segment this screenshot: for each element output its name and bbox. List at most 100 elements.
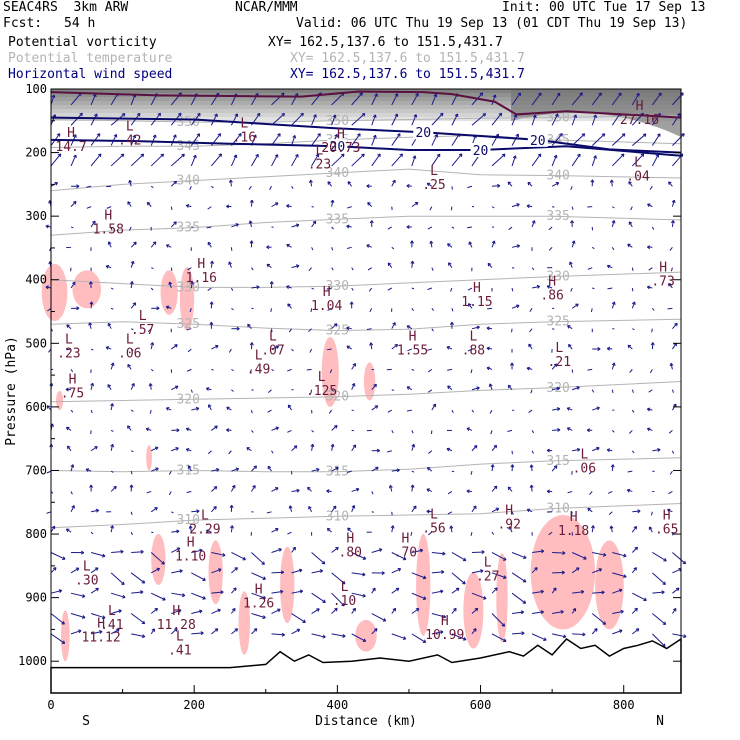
wind-vector: [150, 342, 154, 350]
wind-vector: [551, 465, 558, 472]
wind-vector-head: [466, 489, 470, 494]
wind-vector-head: [515, 133, 519, 138]
wind-vector-head: [269, 281, 274, 285]
wind-vector-head: [330, 199, 335, 204]
pv-extremum-value: 1.18: [558, 524, 589, 539]
wind-vector: [551, 182, 559, 187]
wind-vector-head: [419, 548, 424, 553]
wind-vector-head: [453, 607, 457, 612]
wind-vector-head: [394, 93, 399, 97]
wind-vector-head: [296, 488, 300, 493]
wind-vector-head: [256, 112, 261, 117]
wind-vector-head: [526, 366, 531, 371]
wind-vector: [389, 485, 393, 492]
wind-vector: [511, 552, 527, 559]
field-pv-name: Potential vorticity: [8, 35, 157, 50]
wind-vector: [528, 343, 533, 350]
wind-vector-head: [611, 220, 616, 224]
theta-isoline: [50, 318, 682, 332]
wind-vector-head: [121, 581, 125, 586]
wind-vector-head: [81, 615, 86, 619]
pv-extremum-type: L: [139, 309, 147, 324]
pv-extremum-value: .06: [118, 346, 141, 361]
wind-vector: [651, 328, 653, 333]
wind-vector-head: [342, 633, 346, 638]
wind-vector-head: [146, 201, 151, 206]
wind-vector-head: [395, 587, 400, 592]
wind-vector: [551, 587, 557, 594]
wind-vector: [151, 446, 159, 452]
wind-vector: [371, 491, 374, 495]
wind-vector: [552, 633, 567, 638]
wind-vector: [70, 491, 73, 495]
wind-vector: [211, 628, 219, 635]
wind-vector: [130, 153, 145, 167]
wind-vector: [451, 226, 455, 229]
wind-vector: [230, 608, 236, 614]
wind-vector: [171, 592, 185, 597]
wind-vector: [86, 206, 92, 209]
wind-vector: [271, 154, 279, 167]
wind-vector-head: [522, 600, 527, 604]
wind-vector-head: [233, 154, 238, 158]
wind-vector: [411, 368, 415, 371]
pv-extremum-type: L: [201, 509, 209, 524]
wind-vector-head: [145, 427, 150, 432]
wind-vector-head: [480, 569, 484, 573]
wind-vector-head: [576, 386, 580, 390]
wind-vector-head: [534, 567, 538, 571]
wind-vector-head: [292, 135, 297, 139]
wind-vector: [571, 153, 581, 167]
wind-vector-head: [174, 344, 178, 348]
wind-vector: [369, 308, 373, 313]
wind-vector: [128, 226, 132, 231]
wind-vector: [189, 525, 192, 533]
wind-vector-head: [392, 607, 397, 612]
wind-vector: [407, 409, 412, 412]
wind-vector: [411, 444, 415, 451]
wind-vector-head: [553, 587, 557, 592]
field-theta-xy: XY= 162.5,137.6 to 151.5,431.7: [290, 51, 525, 66]
wind-vector: [110, 572, 125, 585]
wind-vector: [447, 368, 453, 371]
wind-vector-head: [101, 553, 106, 558]
wind-vector: [551, 92, 561, 106]
wind-vector: [171, 385, 179, 391]
isotach-layer: 20 20 20 20: [50, 90, 682, 159]
wind-vector-head: [409, 240, 414, 244]
wind-vector: [511, 304, 520, 309]
wind-vector: [346, 246, 352, 250]
wind-vector-head: [246, 447, 250, 451]
wind-vector-head: [503, 575, 507, 579]
wind-vector-head: [575, 303, 579, 308]
wind-vector-head: [399, 153, 404, 157]
pv-extremum-type: H: [636, 99, 644, 114]
wind-vector: [628, 181, 633, 187]
plot-frame: [50, 88, 682, 694]
wind-vector-head: [642, 133, 647, 137]
wind-vector: [667, 307, 673, 310]
wind-vector: [267, 465, 272, 472]
wind-vector-head: [466, 427, 471, 432]
wind-vector: [391, 246, 395, 250]
wind-vector-head: [70, 464, 75, 468]
wind-vector: [347, 181, 353, 187]
wind-vector-head: [234, 567, 238, 571]
wind-vector: [331, 153, 345, 167]
wind-vector-head: [316, 608, 320, 612]
wind-vector: [110, 362, 114, 370]
wind-vector: [190, 281, 193, 289]
wind-vector-head: [122, 594, 126, 599]
wind-vector-head: [292, 546, 297, 551]
wind-vector-head: [394, 113, 399, 118]
pv-extremum-value: .49: [247, 362, 270, 377]
wind-vector-head: [71, 505, 75, 509]
wind-vector: [511, 133, 519, 146]
wind-vector: [210, 113, 218, 126]
wind-vector: [331, 572, 346, 585]
wind-vector: [311, 114, 317, 126]
wind-vector-head: [57, 153, 62, 157]
wind-vector-head: [537, 153, 542, 158]
pv-extremum-value: .23: [57, 346, 80, 361]
wind-vector: [306, 368, 312, 371]
